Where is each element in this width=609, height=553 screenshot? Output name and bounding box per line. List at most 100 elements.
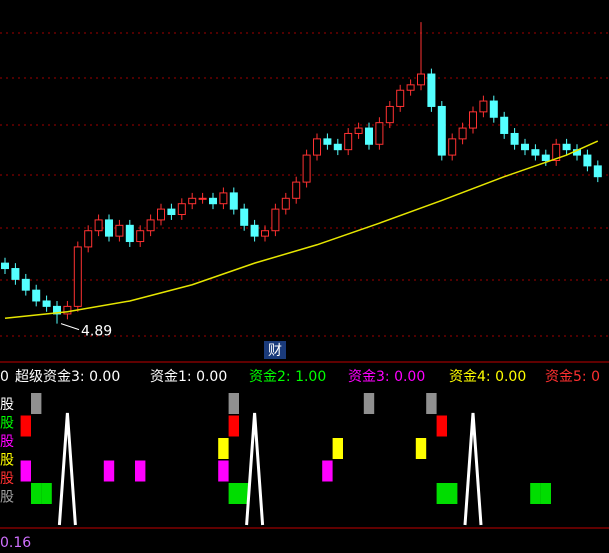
candle-body — [541, 154, 550, 161]
candle-body — [73, 246, 82, 307]
signal-block — [322, 460, 333, 482]
candle-body — [437, 105, 446, 156]
legend-item: 资金4: 0.00 — [449, 369, 526, 385]
row-label: 股 — [0, 416, 14, 432]
candle-body — [63, 305, 72, 315]
candle-body — [198, 197, 207, 200]
signal-spike — [245, 412, 265, 526]
candle-body — [261, 230, 269, 237]
legend-item: 资金2: 1.00 — [249, 369, 326, 385]
legend-item: 超级资金3: 0.00 — [15, 369, 120, 385]
candle-body — [292, 181, 301, 199]
signal-block — [41, 483, 52, 504]
signal-block — [228, 415, 239, 437]
candle-body — [593, 165, 602, 178]
candle-body — [219, 192, 228, 205]
signal-block — [31, 393, 42, 414]
signal-spike — [57, 412, 77, 526]
signal-block — [228, 483, 239, 504]
candle-body — [105, 219, 113, 237]
marker-box — [264, 341, 286, 359]
candle-body — [146, 219, 155, 232]
row-label: 股 — [0, 397, 14, 413]
candle-body — [157, 208, 165, 221]
candle-body — [32, 289, 41, 302]
candle-body — [84, 230, 93, 248]
candle-body — [531, 149, 540, 156]
candle-body — [42, 300, 51, 307]
row-label: 股 — [0, 490, 14, 506]
candle-body — [11, 268, 20, 280]
candle-body — [21, 278, 30, 291]
signal-block — [332, 438, 343, 459]
legend-item: 资金5: 0 — [545, 369, 600, 385]
bottom-value: 0.16 — [0, 535, 31, 551]
candle-body — [115, 224, 124, 237]
legend-item: 0 — [0, 369, 9, 385]
candle-body — [469, 111, 477, 129]
candle-body — [1, 262, 9, 270]
candle-body — [209, 197, 217, 205]
candle-body — [521, 143, 529, 151]
signal-block — [363, 393, 375, 414]
signal-block — [228, 393, 239, 414]
moving-average — [4, 140, 599, 320]
row-label: 股 — [0, 471, 14, 487]
candle-body — [344, 132, 353, 151]
signal-block — [436, 483, 447, 504]
signal-block — [135, 460, 146, 482]
candle-body — [406, 84, 415, 91]
candle-body — [427, 73, 436, 107]
candle-body — [365, 127, 373, 145]
signal-block — [218, 438, 229, 459]
candle-body — [53, 305, 61, 315]
candle-body — [385, 105, 394, 124]
signal-block — [20, 415, 31, 437]
candle-body — [125, 224, 134, 243]
signal-spike — [463, 412, 483, 526]
signal-block — [415, 438, 427, 459]
signal-block — [31, 483, 42, 504]
signal-block — [540, 483, 551, 504]
candle-body — [552, 143, 561, 161]
candle-body — [396, 89, 405, 107]
row-label: 股 — [0, 453, 14, 469]
candle-body — [583, 154, 592, 167]
candle-body — [479, 100, 488, 113]
legend-item: 资金1: 0.00 — [150, 369, 227, 385]
candle-body — [333, 143, 342, 151]
candle-body — [271, 208, 280, 232]
signal-block — [436, 415, 447, 437]
candle-body — [281, 197, 290, 210]
candle-body — [417, 73, 425, 86]
signal-block — [103, 460, 115, 482]
signal-block — [218, 460, 229, 482]
candle-body — [313, 138, 321, 156]
candle-body — [94, 219, 103, 232]
candle-body — [167, 208, 176, 216]
candle-body — [177, 203, 186, 216]
low-annotation: 4.89 — [81, 324, 112, 340]
candle-body — [250, 224, 259, 237]
candle-body — [240, 208, 249, 226]
candle-body — [354, 127, 363, 134]
candle-body — [448, 138, 457, 156]
signal-block — [239, 483, 250, 504]
signal-block — [447, 483, 458, 504]
candle-body — [302, 154, 311, 183]
legend-item: 资金3: 0.00 — [348, 369, 425, 385]
signal-block — [20, 460, 31, 482]
candle-body — [510, 132, 519, 145]
marker-label: 财 — [268, 343, 282, 359]
signal-block — [530, 483, 541, 504]
candle-body — [489, 100, 498, 118]
candle-body — [500, 116, 509, 134]
candle-body — [136, 230, 145, 243]
candle-body — [375, 122, 384, 145]
candle-body — [188, 197, 197, 205]
row-label: 股 — [0, 434, 14, 450]
candle-body — [458, 127, 467, 140]
candle-body — [562, 143, 571, 151]
